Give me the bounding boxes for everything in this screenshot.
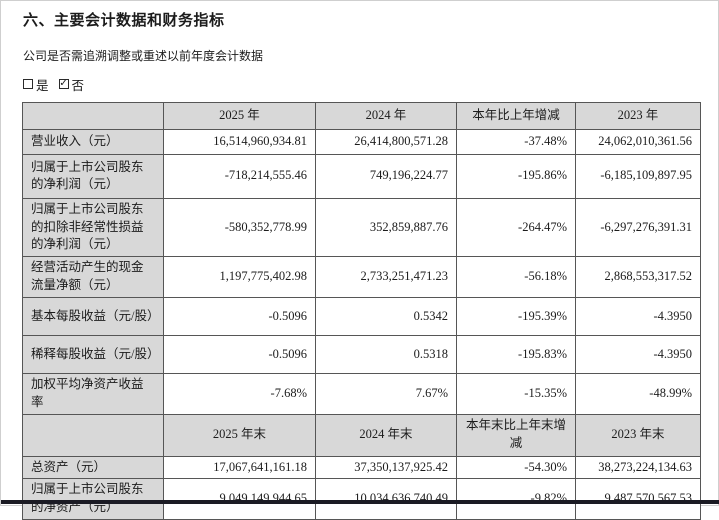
cell-2023: -4.3950: [575, 297, 701, 337]
cell-change: -195.83%: [456, 335, 576, 375]
restatement-options: 是 ✓ 否: [23, 75, 696, 94]
cell-2023: -4.3950: [575, 335, 701, 375]
cell-2024: 7.67%: [315, 373, 457, 415]
cell-2025: -580,352,778.99: [163, 197, 316, 258]
header-blank-cell: [22, 101, 164, 130]
cell-2024: 26,414,800,571.28: [315, 128, 457, 155]
cell-change: -15.35%: [456, 373, 576, 415]
page-bottom-divider: [1, 500, 719, 504]
header-2025: 2025 年: [163, 101, 316, 130]
header-2024: 2024 年: [315, 101, 457, 130]
table-row-operating-cash-flow: 经营活动产生的现金流量净额（元） 1,197,775,402.98 2,733,…: [22, 256, 701, 299]
checkbox-no-box-icon[interactable]: ✓: [58, 78, 69, 90]
cell-change: -37.48%: [456, 128, 576, 155]
cell-change: -264.47%: [456, 197, 576, 258]
row-label: 加权平均净资产收益率: [22, 373, 164, 415]
checkbox-no[interactable]: ✓ 否: [58, 75, 85, 94]
cell-2023: 24,062,010,361.56: [575, 128, 701, 155]
table-row-total-assets: 总资产（元） 17,067,641,161.18 37,350,137,925.…: [22, 455, 701, 480]
cell-change: -56.18%: [456, 256, 576, 299]
cell-2023: 38,273,224,134.63: [575, 455, 701, 480]
cell-2023: -6,185,109,897.95: [575, 153, 701, 199]
checkbox-yes-box-icon[interactable]: [23, 79, 33, 90]
row-label: 经营活动产生的现金流量净额（元）: [22, 256, 164, 299]
checkbox-yes[interactable]: 是: [23, 75, 49, 94]
section-title: 六、主要会计数据和财务指标: [23, 13, 225, 29]
cell-2025: 17,067,641,161.18: [163, 455, 316, 480]
cell-2025: -0.5096: [163, 335, 316, 375]
checkbox-yes-label: 是: [36, 78, 49, 93]
header-2023: 2023 年: [575, 101, 701, 130]
header-yoy-change: 本年比上年增减: [456, 101, 576, 130]
header-blank-cell: [22, 413, 164, 457]
row-label: 营业收入（元）: [22, 128, 164, 155]
cell-2025: -718,214,555.46: [163, 153, 316, 199]
cell-2025: -0.5096: [163, 297, 316, 337]
cell-change: -195.39%: [456, 297, 576, 337]
cell-2024: 749,196,224.77: [315, 153, 457, 199]
table-row-weighted-avg-roe: 加权平均净资产收益率 -7.68% 7.67% -15.35% -48.99%: [22, 373, 701, 415]
row-label: 基本每股收益（元/股）: [22, 297, 164, 337]
annual-header-row: 2025 年 2024 年 本年比上年增减 2023 年: [22, 101, 701, 130]
header-2025-end: 2025 年末: [163, 413, 316, 457]
table-row-net-profit-excl-nonrecurring: 归属于上市公司股东的扣除非经常性损益的净利润（元） -580,352,778.9…: [22, 197, 701, 258]
table-row-diluted-eps: 稀释每股收益（元/股） -0.5096 0.5318 -195.83% -4.3…: [22, 335, 701, 375]
checkbox-no-label: 否: [71, 78, 85, 93]
cell-2024: 2,733,251,471.23: [315, 256, 457, 299]
cell-2025: 16,514,960,934.81: [163, 128, 316, 155]
row-label: 归属于上市公司股东的净利润（元）: [22, 153, 164, 199]
cell-2024: 37,350,137,925.42: [315, 455, 457, 480]
table-row-operating-revenue: 营业收入（元） 16,514,960,934.81 26,414,800,571…: [22, 128, 701, 155]
restatement-question: 公司是否需追溯调整或重述以前年度会计数据: [23, 49, 264, 63]
cell-change: -54.30%: [456, 455, 576, 480]
cell-2025: -7.68%: [163, 373, 316, 415]
cell-2025: 1,197,775,402.98: [163, 256, 316, 299]
cell-2024: 0.5318: [315, 335, 457, 375]
header-2024-end: 2024 年末: [315, 413, 457, 457]
cell-2024: 0.5342: [315, 297, 457, 337]
row-label: 稀释每股收益（元/股）: [22, 335, 164, 375]
header-end-change: 本年末比上年末增减: [456, 413, 576, 457]
table-row-basic-eps: 基本每股收益（元/股） -0.5096 0.5342 -195.39% -4.3…: [22, 297, 701, 337]
cell-2023: -48.99%: [575, 373, 701, 415]
cell-2023: 2,868,553,317.52: [575, 256, 701, 299]
row-label: 总资产（元）: [22, 455, 164, 480]
header-2023-end: 2023 年末: [575, 413, 701, 457]
row-label: 归属于上市公司股东的扣除非经常性损益的净利润（元）: [22, 197, 164, 258]
cell-2024: 352,859,887.76: [315, 197, 457, 258]
cell-change: -195.86%: [456, 153, 576, 199]
cell-2023: -6,297,276,391.31: [575, 197, 701, 258]
table-row-net-profit: 归属于上市公司股东的净利润（元） -718,214,555.46 749,196…: [22, 153, 701, 199]
financial-indicators-table: 2025 年 2024 年 本年比上年增减 2023 年 营业收入（元） 16,…: [22, 101, 701, 520]
period-end-header-row: 2025 年末 2024 年末 本年末比上年末增减 2023 年末: [22, 413, 701, 457]
